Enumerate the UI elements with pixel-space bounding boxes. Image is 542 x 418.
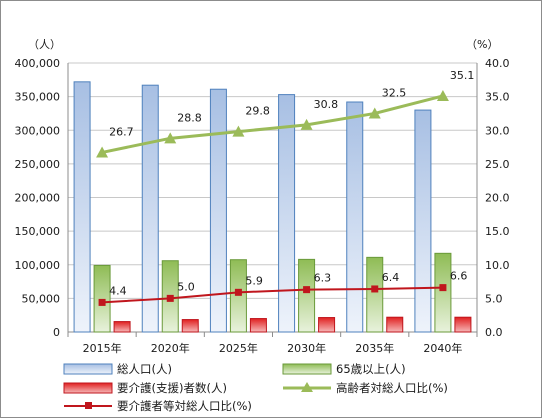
right-axis-tick-label: 20.0 [485,192,510,205]
care-recipients-bar [386,316,404,333]
legend-item-65-plus: 65歳以上(人) [282,362,406,376]
elderly-ratio-data-label: 30.8 [314,98,339,111]
65-plus-bar [366,256,384,333]
care-ratio-data-label: 4.4 [109,284,127,297]
right-axis-tick-label: 25.0 [485,158,510,171]
care-ratio-data-label: 6.6 [450,270,468,283]
legend-marker-elderly-ratio [301,382,313,392]
care-ratio-marker [303,286,311,294]
right-axis-tick-label: 10.0 [485,259,510,272]
care-ratio-marker [98,298,106,306]
legend-item-care-ratio: 要介護者等対総人口比(%) [64,399,252,413]
legend-marker-care-ratio [85,402,92,409]
left-axis-tick-label: 300,000 [15,124,61,137]
65-plus-bar [229,259,247,333]
right-axis-tick-label: 0.0 [485,326,503,339]
65-plus-bar [93,264,111,333]
elderly-ratio-marker [96,146,109,158]
x-axis-tick-label: 2020年 [151,341,190,355]
care-ratio-marker [234,288,242,296]
left-axis-tick-label: 250,000 [15,158,61,171]
x-axis-tick-label: 2035年 [355,341,394,355]
care-ratio-marker [371,285,379,293]
left-axis-tick-label: 150,000 [15,225,61,238]
legend-label-65-plus: 65歳以上(人) [336,362,406,376]
x-axis-tick-label: 2040年 [423,341,462,355]
elderly-ratio-marker [436,89,449,101]
right-axis-tick-label: 35.0 [485,91,510,104]
legend-item-elderly-ratio: 高齢者対総人口比(%) [283,381,448,395]
x-axis-tick-label: 2025年 [219,341,258,355]
65-plus-bar [298,258,316,333]
elderly-ratio-data-label: 35.1 [450,69,475,82]
care-ratio-marker [439,284,447,292]
legend: 総人口(人) 65歳以上(人) 要介護(支援)者数(人) 高齢者対総人口比(%)… [63,362,448,413]
total-population-bar [73,81,91,333]
legend-label-care-ratio: 要介護者等対総人口比(%) [117,399,252,413]
left-axis-tick-label: 350,000 [15,91,61,104]
total-population-bar [346,101,364,333]
care-ratio-data-label: 6.3 [314,272,332,285]
total-population-bar [278,94,296,333]
elderly-ratio-marker [368,107,381,119]
care-recipients-bar [181,319,199,333]
legend-swatch-care-recipients [63,382,113,394]
care-recipients-bar [454,316,472,333]
legend-label-total-population: 総人口(人) [117,362,172,376]
total-population-bar [209,88,227,333]
total-population-bar [414,109,432,333]
care-recipients-bar [113,321,131,333]
elderly-ratio-data-label: 29.8 [245,105,270,118]
elderly-ratio-data-label: 28.8 [177,111,202,124]
left-axis-tick-label: 100,000 [15,259,61,272]
care-ratio-data-label: 6.4 [382,271,400,284]
elderly-ratio-marker [232,125,245,137]
left-axis-unit: （人） [28,38,61,51]
left-axis-tick-label: 50,000 [22,292,61,305]
elderly-ratio-data-label: 26.7 [109,125,134,138]
elderly-ratio-data-label: 32.5 [382,86,407,99]
legend-label-elderly-ratio: 高齢者対総人口比(%) [336,381,448,395]
right-axis-tick-label: 15.0 [485,225,510,238]
right-axis-unit: （%） [466,38,498,51]
left-axis-tick-label: 0 [53,326,60,339]
care-ratio-data-label: 5.0 [177,280,195,293]
care-ratio-marker [166,294,174,302]
care-ratio-line [102,286,443,304]
right-axis-tick-label: 40.0 [485,57,510,70]
legend-swatch-65-plus [282,363,332,375]
right-axis-tick-label: 30.0 [485,124,510,137]
legend-swatch-total-population [63,363,113,375]
legend-label-care-recipients: 要介護(支援)者数(人) [117,381,227,395]
care-recipients-bar [249,318,267,333]
right-axis-tick-label: 5.0 [485,292,503,305]
care-ratio-data-label: 5.9 [245,274,263,287]
legend-item-care-recipients: 要介護(支援)者数(人) [63,381,227,395]
elderly-ratio-marker [164,132,177,144]
x-axis-tick-label: 2015年 [83,341,122,355]
x-axis-tick-label: 2030年 [287,341,326,355]
elderly-ratio-marker [300,118,313,130]
left-axis-tick-label: 400,000 [15,57,61,70]
total-population-bar [141,84,159,333]
care-recipients-bar [318,317,336,333]
65-plus-bar [434,252,452,333]
left-axis-tick-label: 200,000 [15,192,61,205]
legend-item-total-population: 総人口(人) [63,362,172,376]
elderly-ratio-line [101,94,444,154]
